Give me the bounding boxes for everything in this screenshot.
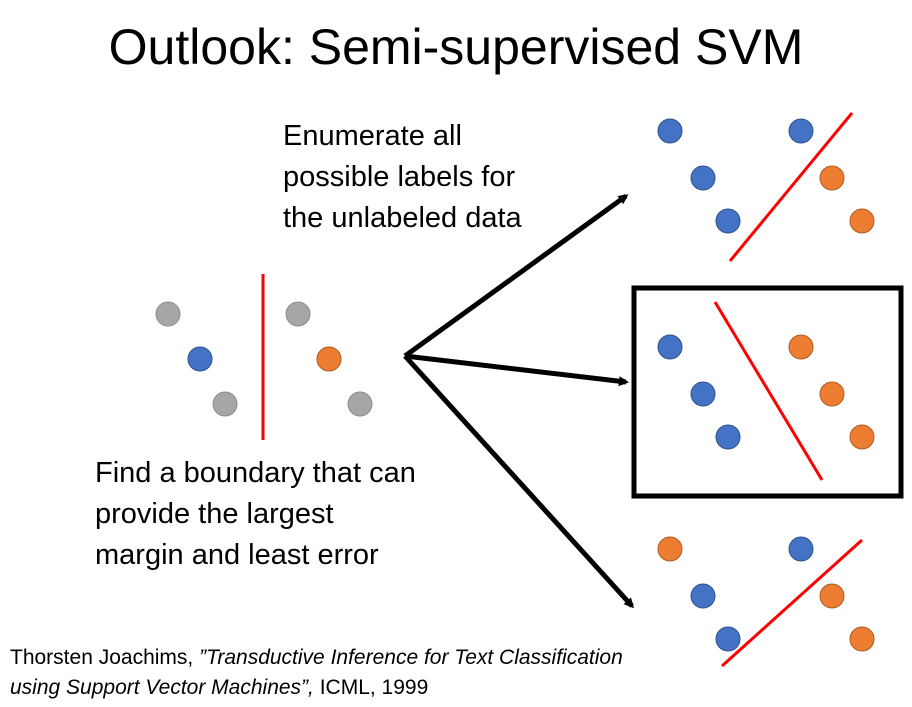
top-option-point-4 bbox=[819, 165, 845, 191]
middle-option-points bbox=[657, 334, 875, 450]
bottom-option-point-4 bbox=[819, 583, 845, 609]
source-points bbox=[155, 301, 373, 417]
arrow-to-top-option bbox=[403, 193, 629, 359]
top-option-point-1 bbox=[657, 118, 683, 144]
source-point-6 bbox=[347, 391, 373, 417]
middle-option-point-4 bbox=[819, 381, 845, 407]
arrow-to-bottom-option bbox=[403, 354, 635, 609]
top-option-point-2 bbox=[788, 118, 814, 144]
top-option-point-5 bbox=[715, 208, 741, 234]
enumerate-caption: Enumerate all possible labels for the un… bbox=[283, 120, 522, 234]
middle-option-point-6 bbox=[849, 424, 875, 450]
bottom-option-point-3 bbox=[690, 583, 716, 609]
bottom-option-point-5 bbox=[715, 626, 741, 652]
bottom-option-point-2 bbox=[788, 536, 814, 562]
middle-option-point-2 bbox=[788, 334, 814, 360]
bottom-option-point-1 bbox=[657, 536, 683, 562]
citation-paper-title: ”Transductive Inference for Text Classif… bbox=[10, 646, 623, 699]
citation-author: Thorsten Joachims, bbox=[10, 646, 200, 669]
slide-title: Outlook: Semi-supervised SVM bbox=[108, 19, 804, 75]
bottom-option-point-6 bbox=[849, 626, 875, 652]
middle-option-point-5 bbox=[715, 424, 741, 450]
source-point-4 bbox=[316, 346, 342, 372]
top-option-point-3 bbox=[690, 165, 716, 191]
middle-option-point-3 bbox=[690, 381, 716, 407]
selected-option-box bbox=[631, 285, 904, 499]
source-point-1 bbox=[155, 301, 181, 327]
source-point-3 bbox=[187, 346, 213, 372]
boundary-caption: Find a boundary that can provide the lar… bbox=[95, 457, 416, 571]
bottom-option-boundary-line bbox=[720, 538, 864, 668]
arrow-to-middle-option bbox=[404, 353, 629, 387]
top-option-points bbox=[657, 118, 875, 234]
source-point-5 bbox=[212, 391, 238, 417]
source-point-2 bbox=[285, 301, 311, 327]
bottom-option-points bbox=[657, 536, 875, 652]
middle-option-boundary-line bbox=[713, 301, 824, 481]
top-option-boundary-line bbox=[728, 112, 854, 262]
citation: Thorsten Joachims, ”Transductive Inferen… bbox=[10, 643, 630, 703]
top-option-point-6 bbox=[849, 208, 875, 234]
middle-option-point-1 bbox=[657, 334, 683, 360]
citation-venue: ICML, 1999 bbox=[313, 676, 429, 699]
